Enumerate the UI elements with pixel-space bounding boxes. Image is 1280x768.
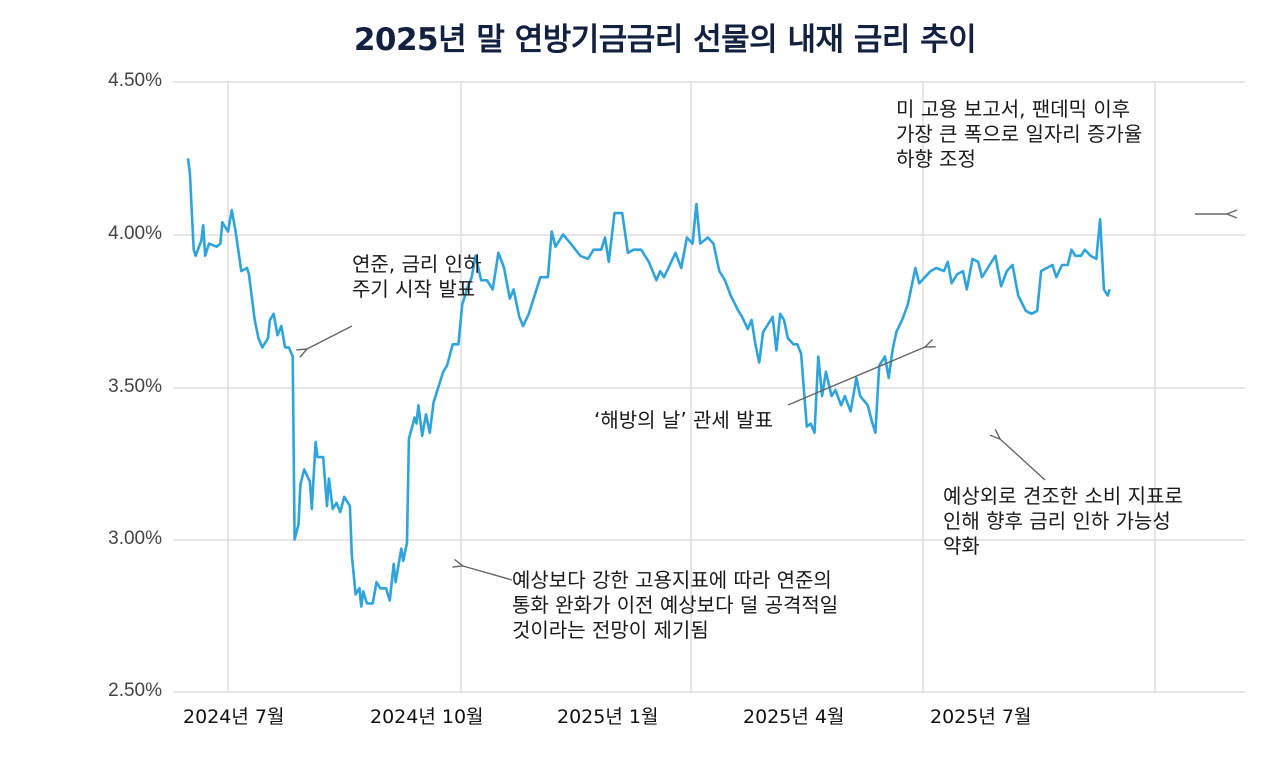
- annotation-rate-cut: 연준, 금리 인하 주기 시작 발표: [352, 252, 482, 301]
- y-tick-2.50: 2.50%: [108, 680, 162, 701]
- y-tick-3.50: 3.50%: [108, 376, 162, 397]
- rate-line: [186, 158, 1111, 608]
- annotation-jobs-revision: 미 고용 보고서, 팬데믹 이후 가장 큰 폭으로 일자리 증가율 하향 조정: [896, 97, 1143, 171]
- y-tick-3.00: 3.00%: [108, 528, 162, 549]
- arrow-rate-cut: [307, 325, 353, 349]
- arrow-liberation-day: [787, 347, 925, 406]
- x-tick-2025-01: 2025년 1월: [557, 706, 659, 728]
- annotation-arrows: [307, 214, 1227, 581]
- x-tick-2024-10: 2024년 10월: [370, 706, 484, 728]
- x-tick-2025-04: 2025년 4월: [743, 706, 845, 728]
- arrow-consumer: [1000, 439, 1046, 481]
- annotation-strong-jobs: 예상보다 강한 고용지표에 따라 연준의 통화 완화가 이전 예상보다 덜 공격…: [512, 568, 839, 642]
- annotation-consumer-data: 예상외로 견조한 소비 지표로 인해 향후 금리 인하 가능성 약화: [943, 484, 1183, 558]
- annotation-liberation-day: ‘해방의 날’ 관세 발표: [594, 408, 773, 432]
- x-tick-2024-07: 2024년 7월: [183, 706, 285, 728]
- arrow-jobs-strong: [463, 566, 513, 581]
- y-tick-4.50: 4.50%: [108, 70, 162, 91]
- y-tick-4.00: 4.00%: [108, 223, 162, 244]
- chart-title: 2025년 말 연방기금금리 선물의 내재 금리 추이: [353, 22, 977, 58]
- x-tick-2025-07: 2025년 7월: [930, 706, 1032, 728]
